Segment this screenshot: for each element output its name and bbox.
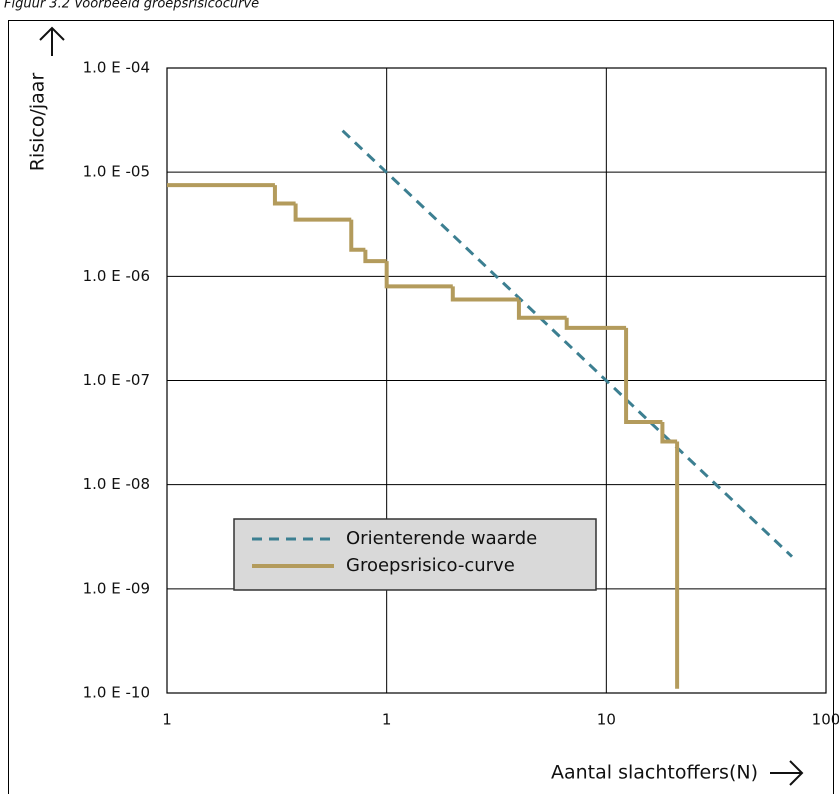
legend-label: Groepsrisico-curve [346,555,515,576]
step-segment [624,327,663,424]
step-segment [363,249,387,264]
line [341,129,794,558]
y-tick-label: 1.0 E -04 [83,59,150,77]
x-tick-label: 1 [382,711,392,729]
step-segment [272,185,296,206]
legend-label: Orienterende waarde [346,528,537,549]
y-tick-label: 1.0 E -06 [83,267,150,285]
x-axis-label: Aantal slachtoffers(N) [551,762,758,784]
y-tick-label: 1.0 E -10 [83,684,150,702]
x-tick-label: 100 [812,711,839,729]
x-arrow [770,760,804,786]
figure-frame [8,20,834,794]
y-tick-label: 1.0 E -08 [83,475,150,493]
step-segment [450,286,519,302]
step-segment [349,219,366,252]
legend-box [233,518,597,591]
y-tick-label: 1.0 E -07 [83,371,150,389]
chart-title: Figuur 3.2 Voorbeeld groepsrisicocurve [4,0,259,12]
step-segment [516,299,567,320]
y-arrow [39,26,65,56]
y-tick-label: 1.0 E -05 [83,163,150,181]
y-tick-label: 1.0 E -09 [83,579,150,597]
step-segment [293,203,352,222]
y-axis-label: Risico/jaar [27,73,49,172]
x-tick-label: 1 [162,711,172,729]
x-tick-label: 10 [597,711,616,729]
step-segment [384,261,453,289]
plot-frame [166,67,827,694]
step-segment [660,421,678,444]
step-segment [564,317,627,330]
